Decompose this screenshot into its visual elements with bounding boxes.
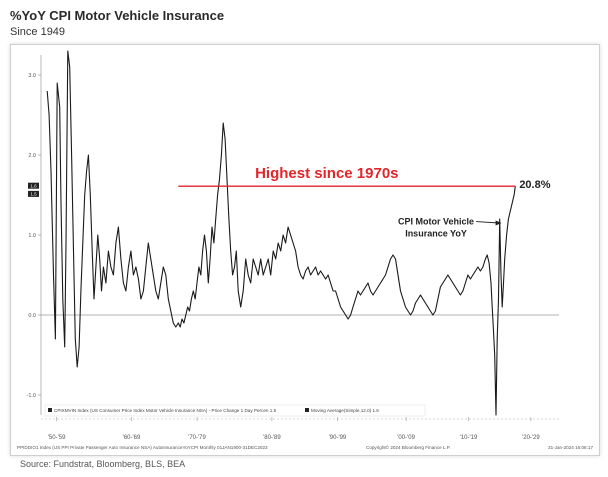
- chart-subtitle: Since 1949: [10, 26, 66, 38]
- info-line-left: PPIDDIO1 Index (US PPI Private Passenger…: [17, 445, 268, 450]
- y-tick-label: -1.0: [27, 393, 36, 399]
- y-side-mark-label: 1.5: [30, 192, 37, 197]
- x-tick-label: '90-'99: [329, 435, 347, 441]
- chart-frame: 3.0 2.0 1.0 0.0 -1.0 1.6 1.5 '50-'59 '60-'69 '70-…: [10, 44, 600, 456]
- series-line-cpi-motor-vehicle-insurance: [46, 50, 516, 416]
- legend-entry-2: Moving Average(Simple,12.0) 1.6: [311, 408, 379, 413]
- endpoint-value-label: 20.8%: [519, 179, 550, 191]
- legend-entry-1: CPIXMVIN Index (US Consumer Price Index …: [54, 408, 277, 413]
- y-side-mark-label: 1.6: [30, 184, 37, 189]
- info-line-right: 31-Jan-2024 16:08:17: [548, 445, 593, 450]
- y-side-mark-tag: [28, 182, 39, 189]
- chart-marks: Highest since 1970s 20.8% CPI Motor Vehicl…: [41, 50, 559, 416]
- chart-title: %YoY CPI Motor Vehicle Insurance: [10, 8, 225, 23]
- annotation-line-2: Insurance YoY: [405, 229, 467, 239]
- y-side-mark-tag: [28, 190, 39, 197]
- chart-svg: 3.0 2.0 1.0 0.0 -1.0 1.6 1.5 '50-'59 '60-'69 '70-…: [17, 50, 593, 450]
- y-tick-label: 1.0: [28, 233, 36, 239]
- y-tick-label: 2.0: [28, 153, 36, 159]
- legend-box: [44, 404, 426, 417]
- source-note: Source: Fundstrat, Bloomberg, BLS, BEA: [20, 459, 186, 469]
- info-line-middle: Copyright© 2024 Bloomberg Finance L.P.: [366, 444, 451, 450]
- x-tick-label: '50-'59: [48, 435, 66, 441]
- x-tick-label: '00-'09: [397, 435, 415, 441]
- chart-axes: 3.0 2.0 1.0 0.0 -1.0 1.6 1.5 '50-'59 '60-'69 '70-…: [27, 55, 559, 441]
- y-tick-label: 0.0: [28, 313, 36, 319]
- y-tick-label: 3.0: [28, 73, 36, 79]
- highlight-label: Highest since 1970s: [255, 165, 398, 182]
- annotation-arrow-shaft: [476, 221, 499, 224]
- x-tick-label: '20-'29: [522, 435, 540, 441]
- x-tick-label: '70-'79: [188, 435, 206, 441]
- legend-swatch-2: [305, 408, 309, 412]
- chart-legend: CPIXMVIN Index (US Consumer Price Index …: [17, 404, 593, 450]
- x-tick-label: '80-'89: [263, 435, 281, 441]
- x-tick-label: '10-'19: [460, 435, 478, 441]
- x-tick-label: '60-'69: [123, 435, 141, 441]
- legend-swatch-1: [48, 408, 52, 412]
- annotation-line-1: CPI Motor Vehicle: [398, 217, 474, 227]
- annotation-arrow-head: [495, 220, 502, 226]
